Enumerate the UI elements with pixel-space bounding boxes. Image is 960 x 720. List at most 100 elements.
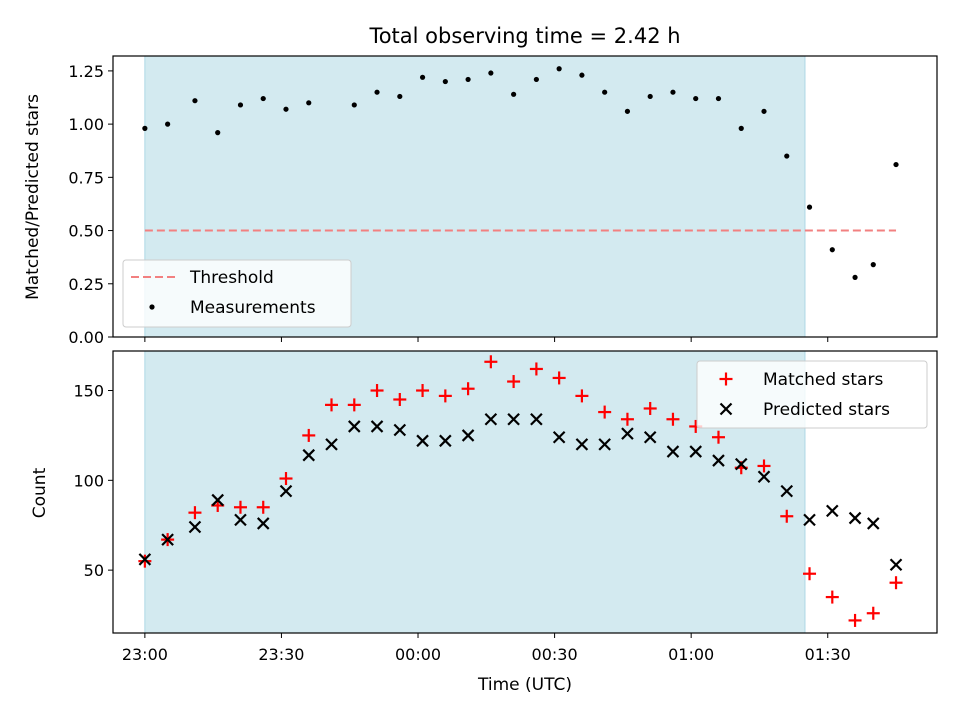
matched-star-point [575,389,589,403]
predicted-star-point [598,438,611,451]
legend-matched-label: Matched stars [763,370,883,390]
predicted-star-point [138,553,152,566]
matched-star-point [825,590,839,604]
matched-star-point [370,384,384,398]
predicted-marker-b [689,445,702,458]
matched-star-point [552,371,566,385]
predicted-marker-b [416,434,429,448]
predicted-marker-b [803,513,816,527]
matched-star-point [780,509,794,523]
predicted-star-point [188,520,202,534]
bottom-y-tick-label: 100 [73,471,104,490]
measurement-point [465,76,471,83]
matched-star-point [666,412,680,426]
matched-star-point [889,576,903,590]
predicted-star-point [689,445,702,458]
bottom-marker-layer [138,355,903,627]
predicted-marker-b [370,420,384,433]
predicted-marker-b [530,412,543,426]
measurement-point [237,102,244,108]
matched-star-point [188,506,202,520]
predicted-star-point [302,448,316,462]
matched-star-point [711,430,725,444]
bottom-y-tick-label: 150 [73,382,104,401]
top-panel: 0.00 0.25 0.50 0.75 1.00 1.25 Matched/Predict… [23,55,938,347]
matched-star-point [643,401,657,415]
x-tick-label: 00:00 [395,645,441,664]
predicted-marker-b [138,553,152,566]
predicted-marker-b [719,402,733,416]
matched-star-point [302,428,316,442]
measurement-point [511,91,517,97]
matched-star-point [325,398,339,412]
predicted-star-point [575,438,589,451]
predicted-star-point [826,504,839,518]
matched-star-point [279,472,293,486]
measurement-point [488,70,494,76]
matched-star-point [757,459,771,473]
measurement-point [784,153,790,159]
matched-star-point [598,405,612,419]
predicted-marker-b [780,484,794,498]
predicted-star-point [393,423,407,437]
bottom-legend: Matched stars Predicted stars [696,360,928,429]
predicted-marker-b [348,420,361,433]
x-tick-label: 01:30 [805,645,851,664]
legend-predicted-swatch [719,402,733,416]
top-measurement-layer [142,66,899,280]
predicted-marker-b [234,513,247,527]
top-x-ticks [144,337,829,342]
measurement-point [761,108,767,114]
measurement-point [670,89,676,95]
measurement-point [283,106,289,112]
predicted-star-point [530,412,543,426]
predicted-star-point [757,470,771,484]
legend-matched-swatch [719,372,733,386]
predicted-marker-b [712,454,725,467]
predicted-star-point [552,430,566,444]
measurement-point [351,102,357,108]
measurement-point [602,89,608,95]
predicted-marker-b [256,517,270,530]
measurement-point [893,161,899,168]
bottom-y-axis-label: Count [30,467,50,518]
predicted-star-point [256,517,270,530]
bottom-x-axis: 23:00 23:30 00:00 00:30 01:00 01:30 [122,633,851,664]
predicted-star-point [666,445,680,458]
predicted-marker-b [393,423,407,437]
measurement-point [397,93,403,100]
measurement-point [192,98,198,104]
bottom-y-axis: 50 100 150 [73,382,113,580]
predicted-star-point [866,517,880,530]
matched-star-point [529,362,543,376]
top-legend: Threshold Measurements [122,259,352,328]
predicted-marker-b [848,511,862,525]
measurement-point [579,72,585,78]
x-tick-label: 01:00 [668,645,714,664]
predicted-marker-b [866,517,880,530]
matched-star-point [848,613,862,627]
matched-star-point [138,554,152,568]
measurement-point [165,121,171,127]
predicted-star-point [780,484,794,498]
matched-star-point [461,382,475,396]
matched-star-point [620,412,634,426]
predicted-star-point [712,454,725,467]
measurement-point [142,125,148,131]
top-y-tick-label: 1.00 [68,115,104,134]
measurement-point [374,89,380,95]
predicted-star-point [643,430,657,444]
matched-star-point [233,500,247,514]
predicted-marker-b [484,412,498,426]
predicted-marker-b [621,427,634,440]
top-y-tick-label: 0.00 [68,328,104,347]
bottom-legend-box [696,360,928,429]
chart-title: Total observing time = 2.42 h [368,24,680,48]
predicted-star-point [803,513,816,527]
measurement-point [556,66,562,72]
predicted-star-point [279,484,293,498]
legend-measurement-swatch [149,304,155,310]
predicted-star-point [461,429,475,442]
